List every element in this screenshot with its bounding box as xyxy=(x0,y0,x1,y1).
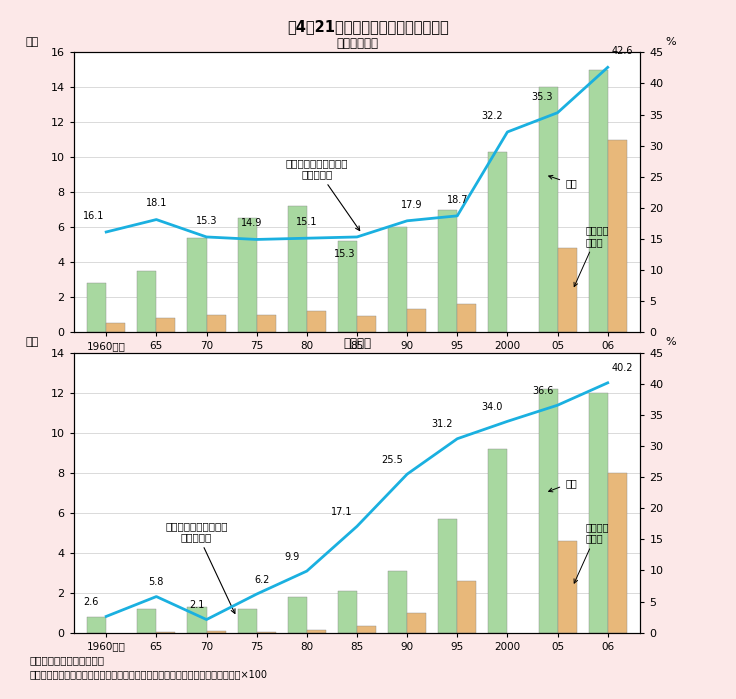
Text: 万頭: 万頭 xyxy=(26,338,39,347)
Bar xyxy=(407,612,426,633)
Text: 2.6: 2.6 xyxy=(83,597,99,607)
Bar xyxy=(307,311,326,332)
Text: %: % xyxy=(666,338,676,347)
Bar xyxy=(407,309,426,332)
Text: 34.0: 34.0 xyxy=(481,402,503,412)
Text: 万頭: 万頭 xyxy=(26,37,39,47)
Text: 5.8: 5.8 xyxy=(149,577,164,587)
Bar xyxy=(207,315,225,332)
Title: （シカ）: （シカ） xyxy=(343,338,371,350)
Bar xyxy=(539,87,558,332)
Text: 18.7: 18.7 xyxy=(447,194,468,205)
Bar xyxy=(138,609,156,633)
Bar xyxy=(87,617,106,633)
Text: 15.3: 15.3 xyxy=(333,249,355,259)
Text: 25.5: 25.5 xyxy=(381,455,403,465)
Bar xyxy=(558,248,576,332)
Bar xyxy=(207,631,225,633)
Bar xyxy=(539,389,558,633)
Title: （イノシシ）: （イノシシ） xyxy=(336,37,378,50)
Bar xyxy=(307,630,326,633)
Text: 有害鳥獣
捕獲等: 有害鳥獣 捕獲等 xyxy=(574,225,609,287)
Text: 有害鳥獣捕獲等の割合
（右目盛）: 有害鳥獣捕獲等の割合 （右目盛） xyxy=(286,158,360,231)
Text: 18.1: 18.1 xyxy=(146,199,167,208)
Text: 9.9: 9.9 xyxy=(284,552,300,562)
Text: 36.6: 36.6 xyxy=(532,386,553,396)
Text: 14.9: 14.9 xyxy=(241,218,262,229)
Bar xyxy=(558,541,576,633)
Bar xyxy=(138,271,156,332)
Text: 有害鳥獣捕畲等の割合
（右目盛）: 有害鳥獣捕畲等の割合 （右目盛） xyxy=(165,521,235,614)
Bar xyxy=(156,318,175,332)
Text: 15.3: 15.3 xyxy=(196,216,217,226)
Bar xyxy=(357,626,376,633)
Bar xyxy=(238,218,257,332)
Bar xyxy=(87,283,106,332)
Bar xyxy=(489,449,507,633)
Text: 42.6: 42.6 xyxy=(612,46,634,56)
Text: 32.2: 32.2 xyxy=(481,110,503,121)
Text: 注：有害鳥獣捕畲等の割合＝有害鳥獣捕畲等数／（狩猿数＋有害鳥獣捕畲等数）×100: 注：有害鳥獣捕畲等の割合＝有害鳥獣捕畲等数／（狩猿数＋有害鳥獣捕畲等数）×100 xyxy=(29,670,267,679)
Text: 35.3: 35.3 xyxy=(532,92,553,101)
Text: 図4－21　野生鳥獣の捕獲数等の推移: 図4－21 野生鳥獣の捕獲数等の推移 xyxy=(287,20,449,34)
Bar xyxy=(338,241,357,332)
Text: 17.9: 17.9 xyxy=(401,200,423,210)
Text: 16.1: 16.1 xyxy=(83,211,105,221)
Bar xyxy=(457,304,476,332)
Text: 有害鳥獣
捕畲等: 有害鳥獣 捕畲等 xyxy=(574,522,609,583)
Text: 狩猿: 狩猿 xyxy=(549,175,577,189)
Bar xyxy=(257,315,276,332)
Text: 31.2: 31.2 xyxy=(431,419,453,429)
Bar xyxy=(438,519,457,633)
Bar xyxy=(357,316,376,332)
Bar xyxy=(388,227,407,332)
Text: %: % xyxy=(666,37,676,47)
Bar xyxy=(238,609,257,633)
Bar xyxy=(457,581,476,633)
Bar xyxy=(288,206,307,332)
Text: 狩猿: 狩猿 xyxy=(548,478,577,492)
Bar xyxy=(106,323,125,332)
Text: 資料：環境省「鳥獣統計」: 資料：環境省「鳥獣統計」 xyxy=(29,656,105,665)
Bar xyxy=(388,570,407,633)
Bar xyxy=(156,632,175,633)
Bar xyxy=(489,152,507,332)
Text: 40.2: 40.2 xyxy=(612,363,634,373)
Bar xyxy=(188,607,207,633)
Bar xyxy=(589,393,608,633)
Bar xyxy=(438,210,457,332)
Bar xyxy=(338,591,357,633)
Text: 17.1: 17.1 xyxy=(331,507,353,517)
Bar xyxy=(288,597,307,633)
Text: 15.1: 15.1 xyxy=(296,217,317,227)
Bar xyxy=(608,140,627,332)
Bar xyxy=(589,70,608,332)
Bar xyxy=(257,632,276,633)
Bar xyxy=(188,238,207,332)
Text: 2.1: 2.1 xyxy=(189,600,204,610)
Text: 6.2: 6.2 xyxy=(254,575,269,585)
Bar xyxy=(608,473,627,633)
